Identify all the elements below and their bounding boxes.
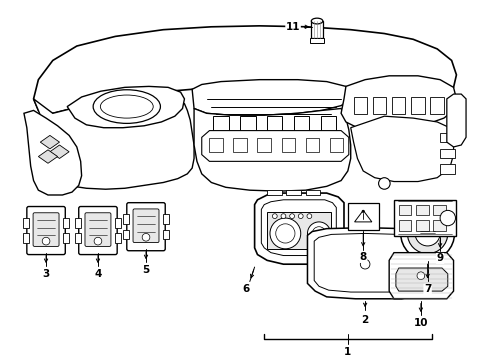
Bar [23, 233, 29, 243]
Text: 8: 8 [360, 252, 367, 262]
Bar [373, 97, 386, 114]
Bar [75, 233, 81, 243]
Circle shape [272, 214, 277, 219]
Circle shape [42, 237, 50, 245]
Text: 7: 7 [424, 284, 431, 294]
Text: 4: 4 [94, 269, 101, 279]
Polygon shape [192, 80, 354, 115]
Bar [23, 218, 29, 228]
Polygon shape [34, 26, 456, 113]
Text: 10: 10 [414, 318, 428, 328]
Circle shape [362, 210, 365, 212]
Bar [294, 116, 309, 137]
Text: 5: 5 [143, 265, 149, 275]
Bar [431, 97, 444, 114]
Polygon shape [396, 268, 448, 291]
Bar [310, 38, 324, 43]
FancyBboxPatch shape [79, 207, 117, 255]
Bar [306, 190, 320, 195]
Polygon shape [24, 111, 82, 195]
Bar [311, 21, 323, 38]
Bar [63, 233, 69, 243]
Bar [209, 138, 223, 152]
Polygon shape [38, 150, 58, 163]
Bar [440, 149, 455, 158]
Circle shape [270, 218, 301, 249]
Text: 1: 1 [344, 347, 351, 357]
Circle shape [307, 214, 312, 219]
Bar [394, 200, 456, 236]
Bar [392, 97, 406, 114]
FancyBboxPatch shape [133, 209, 159, 243]
Bar [63, 218, 69, 228]
Circle shape [142, 233, 150, 241]
Bar [440, 164, 455, 174]
Bar [433, 220, 446, 230]
Polygon shape [351, 116, 454, 181]
FancyBboxPatch shape [127, 203, 165, 251]
Circle shape [417, 272, 425, 280]
Circle shape [360, 260, 370, 269]
Circle shape [298, 214, 303, 219]
Polygon shape [67, 86, 184, 128]
Polygon shape [447, 94, 466, 147]
Bar [282, 138, 295, 152]
Polygon shape [34, 92, 194, 189]
Circle shape [379, 178, 390, 189]
Text: 3: 3 [43, 269, 49, 279]
Bar [433, 204, 446, 215]
Polygon shape [50, 145, 69, 158]
FancyBboxPatch shape [85, 213, 111, 246]
Polygon shape [389, 253, 454, 299]
Bar [416, 220, 429, 230]
Bar [306, 138, 319, 152]
Text: 11: 11 [286, 22, 300, 32]
Circle shape [407, 213, 448, 253]
Bar [399, 220, 411, 230]
Ellipse shape [93, 90, 160, 123]
Circle shape [94, 237, 102, 245]
FancyBboxPatch shape [33, 213, 59, 246]
Circle shape [307, 222, 331, 245]
Bar [163, 230, 169, 239]
Bar [163, 214, 169, 224]
Polygon shape [341, 76, 456, 130]
Bar [233, 138, 247, 152]
Bar [115, 233, 121, 243]
Text: 9: 9 [437, 253, 443, 264]
Bar [115, 218, 121, 228]
Bar [75, 218, 81, 228]
Ellipse shape [311, 18, 323, 24]
FancyBboxPatch shape [27, 207, 65, 255]
Bar [267, 212, 331, 249]
Circle shape [440, 210, 456, 226]
Bar [240, 116, 256, 137]
Circle shape [281, 214, 286, 219]
Bar [123, 214, 129, 224]
Bar [416, 204, 429, 215]
Polygon shape [202, 131, 349, 161]
Bar [286, 190, 301, 195]
Polygon shape [307, 228, 431, 299]
Circle shape [401, 207, 455, 260]
Bar [267, 190, 282, 195]
Polygon shape [40, 135, 59, 149]
Bar [213, 116, 229, 137]
Text: 6: 6 [243, 284, 249, 294]
Bar [267, 116, 282, 137]
Bar [257, 138, 271, 152]
Text: 2: 2 [362, 315, 369, 325]
Bar [399, 204, 411, 215]
Bar [321, 116, 336, 137]
Bar [354, 97, 367, 114]
Bar [123, 230, 129, 239]
Bar [330, 138, 343, 152]
Bar [348, 203, 379, 230]
Bar [411, 97, 425, 114]
Circle shape [290, 214, 294, 219]
Polygon shape [255, 193, 344, 264]
Circle shape [415, 221, 440, 246]
Polygon shape [194, 108, 351, 191]
Bar [440, 132, 455, 142]
